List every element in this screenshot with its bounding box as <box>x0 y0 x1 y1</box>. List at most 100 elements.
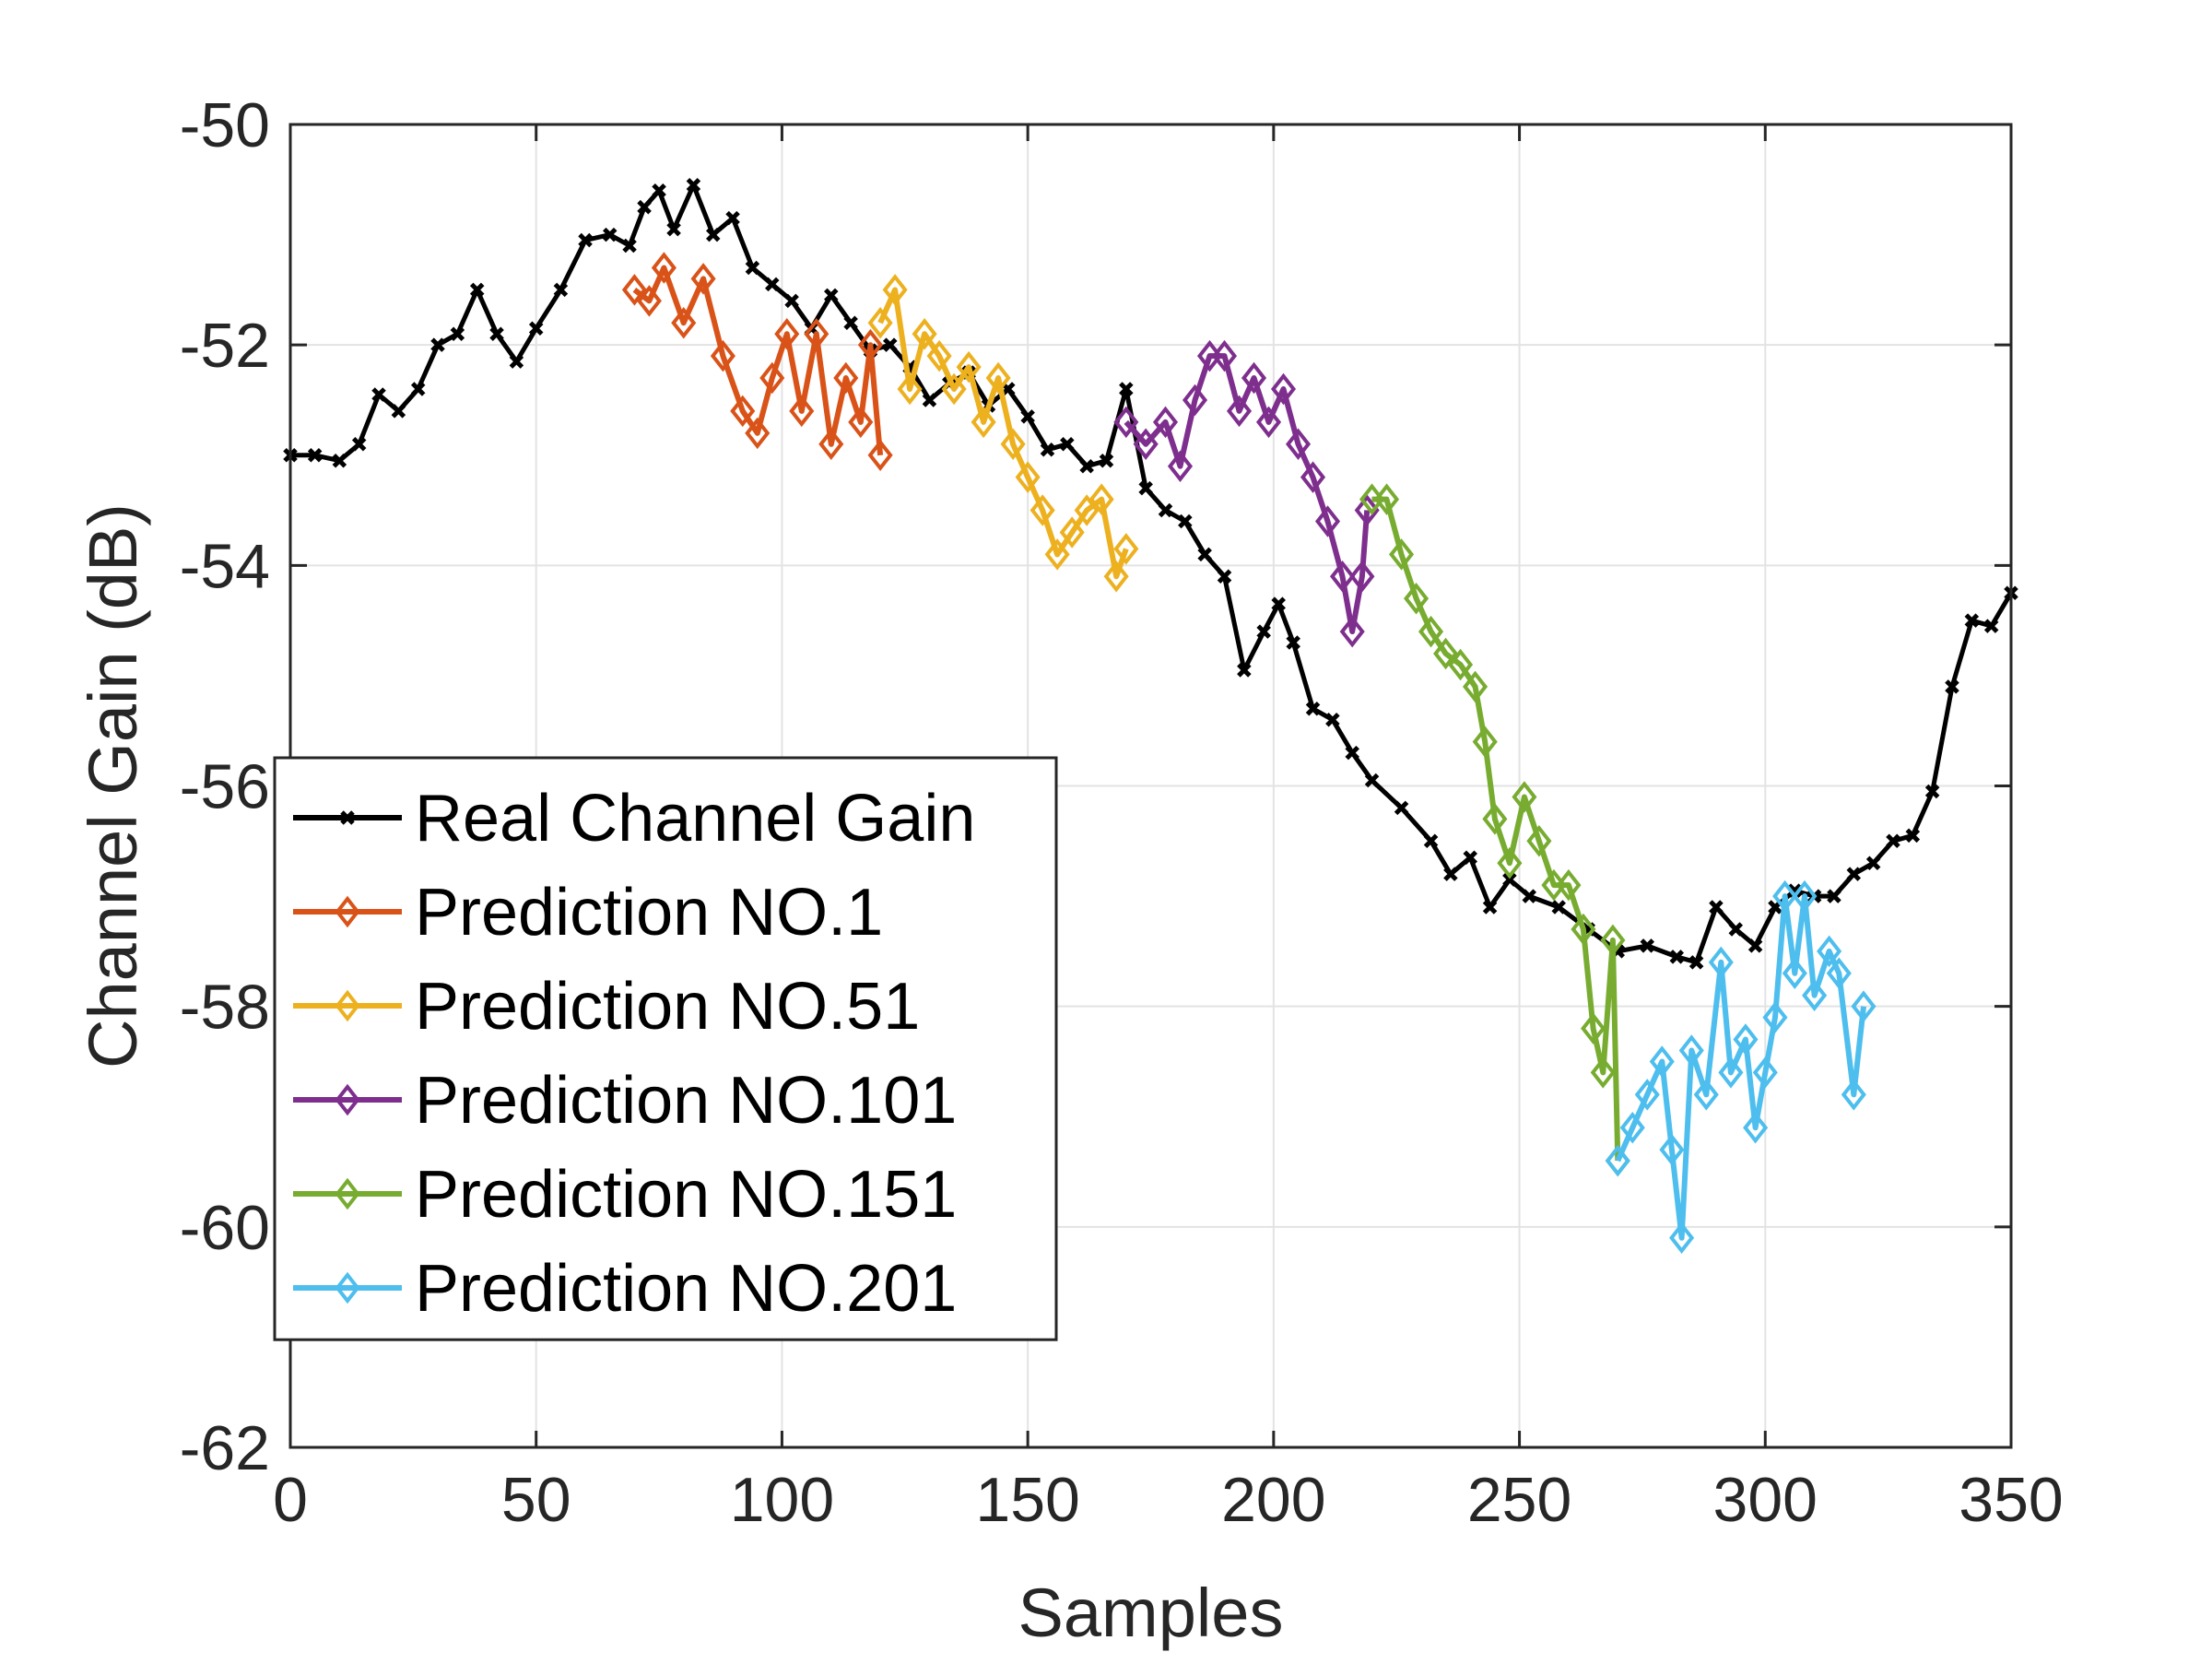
data-point <box>897 372 923 406</box>
data-point <box>1512 781 1537 813</box>
legend-label: Prediction NO.201 <box>415 1252 957 1326</box>
legend-item: Prediction NO.151 <box>293 1158 957 1232</box>
legend-item: Prediction NO.51 <box>293 970 920 1044</box>
data-point <box>1226 395 1253 428</box>
data-point <box>1482 803 1508 835</box>
data-point <box>922 393 937 407</box>
data-point <box>1217 569 1232 584</box>
data-point <box>789 395 815 428</box>
data-point <box>1040 443 1055 457</box>
data-point <box>867 439 893 471</box>
data-point <box>1497 846 1523 879</box>
legend: Real Channel Gain Prediction NO.1 Predicti… <box>273 756 1058 1341</box>
legend-marker <box>335 1271 360 1304</box>
legend-label: Prediction NO.151 <box>415 1158 957 1232</box>
data-point <box>956 350 982 384</box>
data-point <box>759 361 785 395</box>
data-point <box>804 317 830 350</box>
data-point <box>1000 428 1026 461</box>
data-point <box>1178 513 1193 529</box>
data-point <box>1182 384 1208 417</box>
legend-item: Prediction NO.201 <box>293 1252 957 1326</box>
y-tick-label: -54 <box>180 531 270 601</box>
data-point <box>332 453 347 468</box>
data-point <box>1158 502 1173 518</box>
data-point <box>843 315 858 331</box>
x-tick-label: 50 <box>501 1465 571 1535</box>
data-point <box>1526 825 1552 857</box>
data-point <box>1772 879 1798 913</box>
data-point <box>690 263 716 295</box>
legend-item: Prediction NO.101 <box>293 1064 957 1138</box>
data-point <box>621 274 647 306</box>
data-point <box>1286 635 1300 650</box>
data-point <box>1059 516 1085 549</box>
data-point <box>1802 979 1828 1011</box>
x-tick-label: 250 <box>1467 1465 1571 1535</box>
data-point <box>1300 461 1326 493</box>
data-point <box>867 307 893 339</box>
data-point <box>926 339 952 372</box>
data-point <box>1826 957 1852 990</box>
data-point <box>1733 1023 1759 1056</box>
data-point <box>509 354 524 369</box>
data-point <box>1074 494 1100 526</box>
data-point <box>1339 615 1365 648</box>
y-tick-label: -62 <box>180 1413 270 1483</box>
data-point <box>371 387 386 402</box>
data-point <box>1482 900 1498 915</box>
data-point <box>1709 900 1724 915</box>
y-tick-label: -60 <box>180 1193 270 1263</box>
data-point <box>1404 582 1430 615</box>
data-point <box>1113 533 1139 565</box>
data-point <box>1463 670 1488 703</box>
data-point <box>528 321 544 336</box>
data-point <box>1678 1034 1704 1067</box>
plot-series <box>283 178 2018 1255</box>
series-prediction-2 <box>867 274 1139 593</box>
data-point <box>848 406 874 439</box>
y-tick-label: -52 <box>180 311 270 381</box>
data-point <box>1345 745 1359 761</box>
legend-label: Real Channel Gain <box>415 782 975 856</box>
data-point <box>652 183 666 198</box>
data-point <box>1167 450 1194 482</box>
data-point <box>637 199 652 215</box>
data-point <box>1817 935 1842 968</box>
data-point <box>941 372 967 406</box>
x-tick-label: 150 <box>975 1465 1079 1535</box>
data-point <box>882 274 908 306</box>
data-point <box>1841 1079 1866 1111</box>
data-point <box>857 328 883 361</box>
data-point <box>1271 596 1286 611</box>
data-point <box>1886 833 1900 849</box>
legend-marker <box>335 1177 360 1210</box>
data-point <box>1443 867 1458 881</box>
x-tick-label: 100 <box>730 1465 834 1535</box>
legend-item: Prediction NO.1 <box>293 876 883 950</box>
data-point <box>818 428 844 461</box>
x-axis-title: Samples <box>1018 1575 1284 1651</box>
data-point <box>430 337 445 352</box>
data-point <box>1314 505 1341 537</box>
legend-label: Prediction NO.51 <box>415 970 920 1044</box>
data-point <box>1640 938 1655 953</box>
data-point <box>1619 1111 1645 1144</box>
data-point <box>622 238 637 254</box>
series-prediction-3 <box>1113 339 1380 648</box>
data-point <box>1354 494 1380 526</box>
data-point <box>1364 773 1380 788</box>
data-point <box>1472 726 1498 758</box>
data-point <box>971 406 996 439</box>
legend-marker <box>340 810 355 825</box>
data-point <box>351 437 367 452</box>
data-point <box>1285 428 1312 461</box>
data-point <box>1113 406 1139 439</box>
series-real-channel-gain <box>283 178 2018 970</box>
data-point <box>1924 784 1940 799</box>
data-point <box>1044 538 1070 571</box>
data-point <box>1374 483 1400 515</box>
data-point <box>1030 494 1055 526</box>
legend-marker <box>335 989 360 1022</box>
